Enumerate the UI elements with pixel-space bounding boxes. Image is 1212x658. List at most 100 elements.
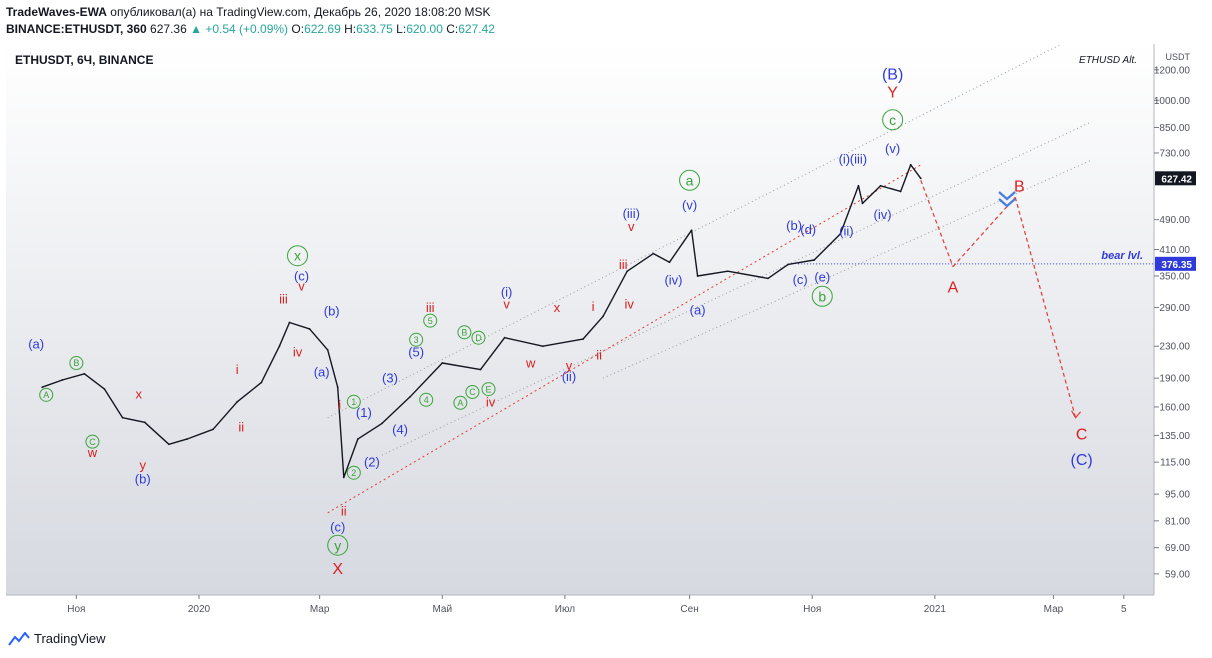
level-badge [1155, 256, 1196, 271]
wave-label: (4) [392, 422, 408, 437]
price-point [143, 421, 146, 424]
wave-label: iii [619, 257, 628, 272]
price-point [409, 395, 412, 398]
price-point [212, 428, 214, 431]
level-badge-text: 376.35 [1161, 260, 1192, 271]
last-price-badge [1155, 171, 1196, 186]
time-tick-label: 2020 [188, 604, 211, 615]
price-tick-label: 290.00 [1159, 303, 1190, 314]
time-tick-label: 5 [1121, 604, 1127, 615]
price-point [278, 345, 281, 348]
low-value: 620.00 [406, 22, 443, 36]
wave-label: iv [625, 297, 635, 312]
wave-label-circle [409, 332, 424, 347]
double-chevron-down-icon [998, 191, 1016, 208]
open-value: 622.69 [304, 22, 341, 36]
wave-label: v [503, 297, 510, 312]
wave-label: y [334, 537, 341, 553]
time-tick-label: Мар [1044, 604, 1064, 615]
up-triangle-icon: ▲ [190, 22, 202, 36]
price-series [41, 163, 922, 479]
price-point [696, 275, 699, 277]
wave-label: i [338, 397, 341, 412]
wave-label: ii [238, 419, 244, 434]
projection-segment [920, 180, 954, 267]
price-point [857, 184, 860, 187]
price-chart[interactable]: bear lvl. (a)BA xCwy(b)iiix(c)viii(b)iv(a… [0, 40, 1212, 624]
last-price: 627.36 [150, 22, 187, 36]
wave-label-circle [419, 392, 434, 407]
wave-label: E [486, 384, 492, 394]
wave-label: x [554, 300, 561, 315]
wave-label: x [294, 248, 301, 264]
price-tick-label: 135.00 [1159, 431, 1190, 442]
wave-label: b [818, 288, 826, 304]
price-point [308, 328, 311, 330]
wave-label: y [566, 358, 573, 373]
wave-label: (1) [356, 405, 372, 420]
price-point [342, 476, 345, 479]
price-point [356, 438, 359, 441]
price-point [767, 277, 769, 280]
price-point [236, 400, 239, 403]
price-axis[interactable]: 1200.00 1000.00 850.00 730.00 490.00 410.00 35… [1154, 65, 1196, 580]
time-axis[interactable]: Ноя 2020 Мар Май Июл Сен Ноя 2021 Мар 5 [67, 595, 1127, 615]
price-point [899, 190, 902, 193]
wave-label: w [87, 445, 98, 460]
price-point [167, 443, 170, 446]
price-point [726, 270, 729, 273]
wave-label: B [1014, 178, 1025, 195]
publication-header: TradeWaves-EWA опубликовал(а) на Trading… [6, 5, 490, 19]
price-point [690, 229, 693, 232]
open-label: O: [291, 22, 305, 36]
tradingview-logo-icon [8, 631, 30, 646]
wave-label: (B) [882, 67, 903, 84]
price-point [260, 381, 263, 384]
wave-label: A [457, 398, 463, 408]
price-point [813, 259, 816, 261]
wave-label: (ii) [839, 224, 853, 239]
wave-label: c [889, 112, 896, 128]
wave-label-circle [811, 285, 833, 307]
price-point [41, 386, 44, 389]
wave-label-circle [465, 384, 480, 399]
projection-segment [952, 196, 1016, 268]
wave-label: (b) [786, 218, 802, 233]
wave-label: v [298, 278, 305, 293]
wave-label-circle [679, 169, 701, 191]
wave-label: 3 [414, 335, 419, 345]
wave-label-circle [39, 387, 54, 402]
price-point [326, 348, 329, 351]
projection-path [920, 180, 1082, 419]
author-name: TradeWaves-EWA [6, 5, 107, 19]
price-tick-label: 350.00 [1159, 271, 1190, 282]
price-tick-label: 1200.00 [1154, 65, 1191, 76]
wave-label-circle [69, 356, 84, 371]
projection-segment [1014, 197, 1077, 418]
wave-label-circle [346, 394, 361, 409]
channel-lines [327, 43, 1092, 514]
price-point [381, 422, 383, 425]
wave-label: (iii) [850, 151, 867, 166]
high-value: 633.75 [356, 22, 393, 36]
time-tick-label: Ноя [67, 604, 85, 615]
price-point [909, 163, 912, 166]
wave-label: 1 [351, 397, 356, 407]
wave-label-circle [471, 330, 486, 345]
price-tick-label: 59.00 [1165, 569, 1190, 580]
low-label: L: [396, 22, 407, 36]
time-tick-label: Мар [310, 604, 330, 615]
currency-label: USDT [1166, 52, 1191, 62]
wave-label: B [73, 358, 79, 368]
price-point [541, 345, 544, 348]
price-point [582, 338, 584, 340]
price-point [839, 233, 842, 235]
wave-label: (a) [28, 337, 44, 352]
price-point [626, 270, 629, 273]
wave-label: (C) [1071, 452, 1093, 469]
wave-label: (v) [682, 198, 697, 213]
chart-plot-area[interactable] [6, 44, 1154, 595]
wave-label-circle [287, 245, 309, 267]
wave-label: (e) [814, 269, 830, 284]
wave-label: w [525, 356, 536, 371]
